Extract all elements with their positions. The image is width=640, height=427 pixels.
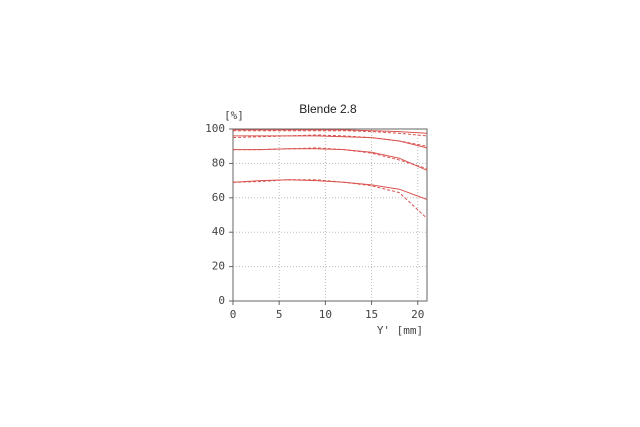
x-axis-label: Y' [mm] bbox=[377, 324, 423, 337]
y-tick-label: 0 bbox=[218, 294, 225, 307]
y-tick-label: 20 bbox=[212, 260, 225, 273]
y-axis-label: [%] bbox=[224, 109, 244, 122]
data-line bbox=[233, 130, 428, 137]
y-tick-label: 40 bbox=[212, 225, 225, 238]
chart-title: Blende 2.8 bbox=[299, 102, 357, 116]
data-line bbox=[232, 179, 428, 200]
y-tick-label: 100 bbox=[205, 122, 225, 135]
data-line bbox=[233, 147, 428, 170]
x-tick-label: 10 bbox=[319, 308, 332, 321]
data-line bbox=[233, 129, 428, 134]
x-tick-label: 0 bbox=[230, 308, 237, 321]
data-line bbox=[232, 134, 428, 147]
x-tick-label: 15 bbox=[365, 308, 378, 321]
x-tick-label: 5 bbox=[276, 308, 283, 321]
x-tick-label: 20 bbox=[411, 308, 424, 321]
y-tick-label: 80 bbox=[212, 156, 225, 169]
data-line bbox=[233, 135, 428, 149]
data-line bbox=[232, 179, 428, 219]
y-tick-label: 60 bbox=[212, 191, 225, 204]
plot-frame bbox=[232, 128, 428, 302]
